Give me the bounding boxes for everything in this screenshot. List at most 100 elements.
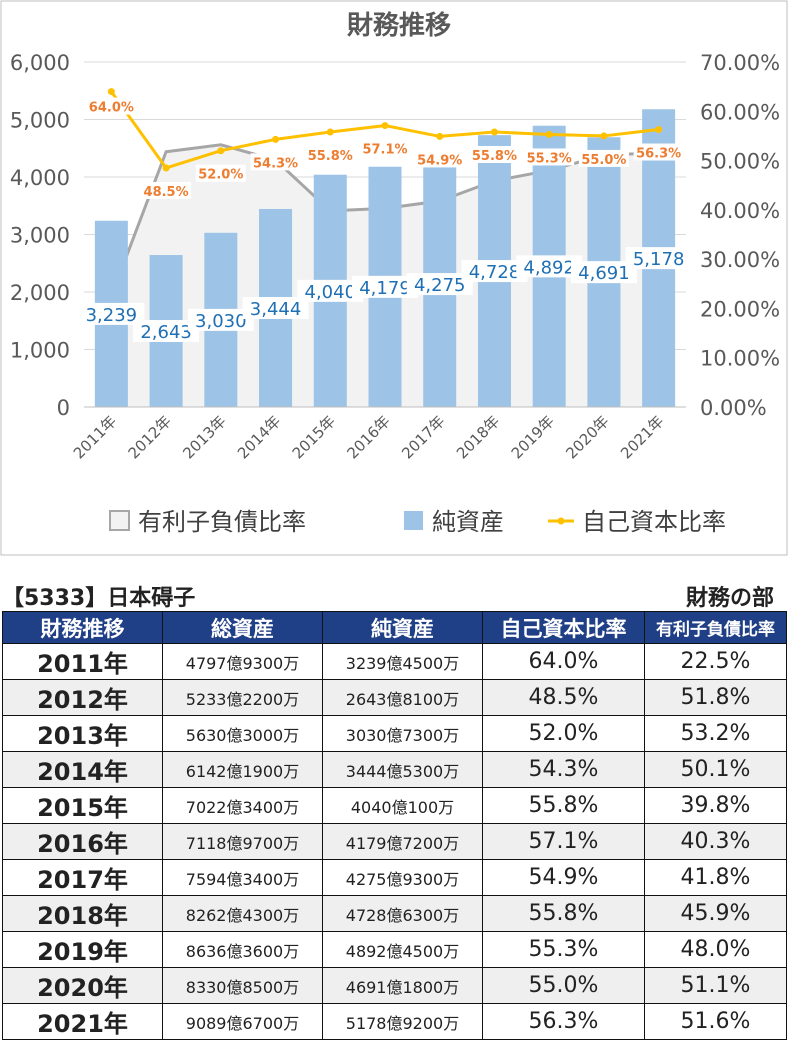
- left-axis-tick: 1,000: [10, 339, 70, 363]
- net-assets-data-label: 5,178: [633, 249, 685, 270]
- equity-ratio-point: [655, 126, 663, 134]
- right-axis-tick: 20.00%: [700, 297, 780, 321]
- cell-total-assets: 8330億8500万: [162, 967, 323, 1004]
- net-assets-data-label: 3,239: [86, 305, 138, 326]
- net-assets-label-bg: [352, 275, 418, 298]
- cell-equity-ratio: 64.0%: [482, 643, 645, 680]
- equity-ratio-point: [107, 88, 115, 96]
- cell-net-assets: 4040億100万: [322, 787, 483, 824]
- cell-total-assets: 6142億1900万: [162, 751, 323, 788]
- equity-ratio-data-label: 55.3%: [527, 151, 572, 166]
- net-assets-data-label: 3,444: [250, 299, 302, 320]
- equity-ratio-label-bg: [250, 153, 301, 171]
- cell-equity-ratio: 54.9%: [482, 859, 645, 896]
- cell-net-assets: 4179億7200万: [322, 823, 483, 860]
- header-debt-ratio: 有利子負債比率: [644, 611, 787, 644]
- cell-year: 2018年: [2, 895, 163, 932]
- legend-net-assets-label: 純資産: [432, 508, 504, 536]
- equity-ratio-point: [272, 135, 280, 143]
- net-assets-label-bg: [133, 320, 200, 343]
- cell-debt-ratio: 50.1%: [644, 751, 787, 788]
- cell-year: 2017年: [2, 859, 163, 896]
- cell-year: 2020年: [2, 967, 163, 1004]
- section-title: 財務の部: [685, 586, 774, 611]
- legend-net-assets-swatch: [404, 511, 423, 530]
- cell-year: 2019年: [2, 931, 163, 968]
- net-assets-data-label: 4,040: [305, 282, 357, 303]
- left-axis-tick: 3,000: [10, 224, 70, 248]
- left-axis-tick: 5,000: [10, 109, 70, 133]
- equity-ratio-point: [162, 164, 170, 172]
- equity-ratio-label-bg: [578, 149, 629, 167]
- left-axis-tick: 2,000: [10, 281, 70, 305]
- left-axis-tick: 4,000: [10, 166, 70, 190]
- cell-debt-ratio: 53.2%: [644, 715, 787, 752]
- financial-table: 財務推移 総資産 純資産 自己資本比率 有利子負債比率 2011年 4797億9…: [2, 611, 787, 1040]
- cell-total-assets: 5233億2200万: [162, 679, 323, 716]
- net-assets-label-bg: [570, 261, 637, 284]
- cell-debt-ratio: 48.0%: [644, 931, 787, 968]
- header-net-assets: 純資産: [322, 611, 483, 644]
- left-axis-tick: 0: [57, 396, 70, 420]
- equity-ratio-data-label: 55.8%: [472, 149, 517, 164]
- table-row: 2018年 8262億4300万 4728億6300万 55.8% 45.9%: [2, 895, 787, 932]
- cell-equity-ratio: 57.1%: [482, 823, 645, 860]
- cell-net-assets: 5178億9200万: [322, 1003, 483, 1040]
- right-axis-tick: 0.00%: [700, 396, 767, 420]
- chart-container: 財務推移 0 1,000 2,000 3,000 4,000 5,000 6,000 0.00%…: [0, 0, 788, 556]
- cell-equity-ratio: 56.3%: [482, 1003, 645, 1040]
- cell-total-assets: 8636億3600万: [162, 931, 323, 968]
- cell-year: 2012年: [2, 679, 163, 716]
- cell-debt-ratio: 51.8%: [644, 679, 787, 716]
- table-row: 2020年 8330億8500万 4691億1800万 55.0% 51.1%: [2, 967, 787, 1004]
- cell-year: 2013年: [2, 715, 163, 752]
- net-assets-label-bg: [187, 308, 254, 331]
- cell-debt-ratio: 40.3%: [644, 823, 787, 860]
- net-assets-data-label: 4,179: [359, 278, 411, 299]
- net-assets-data-label: 4,728: [469, 262, 521, 283]
- net-assets-data-label: 4,691: [578, 263, 630, 284]
- right-axis-tick: 10.00%: [700, 347, 780, 371]
- equity-ratio-data-label: 54.9%: [417, 153, 462, 168]
- cell-net-assets: 3239億4500万: [322, 643, 483, 680]
- header-equity-ratio: 自己資本比率: [482, 611, 645, 644]
- equity-ratio-data-label: 54.3%: [253, 156, 298, 171]
- cell-net-assets: 3444億5300万: [322, 751, 483, 788]
- legend-debt-ratio-swatch: [109, 510, 130, 531]
- net-assets-label-bg: [242, 296, 309, 319]
- cell-equity-ratio: 55.8%: [482, 787, 645, 824]
- equity-ratio-label-bg: [414, 150, 465, 168]
- right-axis-tick: 70.00%: [700, 51, 780, 75]
- net-assets-data-label: 4,275: [414, 275, 466, 296]
- cell-debt-ratio: 45.9%: [644, 895, 787, 932]
- cell-total-assets: 7594億3400万: [162, 859, 323, 896]
- equity-ratio-label-bg: [633, 143, 684, 161]
- table-row: 2017年 7594億3400万 4275億9300万 54.9% 41.8%: [2, 859, 787, 896]
- company-name: 【5333】日本碍子: [2, 586, 196, 611]
- cell-debt-ratio: 41.8%: [644, 859, 787, 896]
- table-row: 2019年 8636億3600万 4892億4500万 55.3% 48.0%: [2, 931, 787, 968]
- net-assets-label-bg: [78, 302, 145, 325]
- equity-ratio-data-label: 52.0%: [198, 168, 243, 183]
- right-axis-tick: 50.00%: [700, 150, 780, 174]
- cell-total-assets: 4797億9300万: [162, 643, 323, 680]
- cell-net-assets: 3030億7300万: [322, 715, 483, 752]
- table-row: 2011年 4797億9300万 3239億4500万 64.0% 22.5%: [2, 643, 787, 680]
- net-assets-data-label: 4,892: [523, 257, 575, 278]
- equity-ratio-label-bg: [195, 164, 246, 182]
- net-assets-label-bg: [461, 260, 528, 283]
- cell-debt-ratio: 22.5%: [644, 643, 787, 680]
- equity-ratio-data-label: 55.0%: [581, 153, 626, 168]
- cell-debt-ratio: 51.6%: [644, 1003, 787, 1040]
- cell-debt-ratio: 51.1%: [644, 967, 787, 1004]
- cell-net-assets: 4728億6300万: [322, 895, 483, 932]
- cell-total-assets: 7022億3400万: [162, 787, 323, 824]
- net-assets-label-bg: [625, 247, 692, 270]
- equity-ratio-label-bg: [141, 181, 192, 199]
- chart-title: 財務推移: [347, 11, 451, 41]
- equity-ratio-point: [217, 147, 225, 155]
- net-assets-label-bg: [516, 255, 583, 278]
- cell-net-assets: 4892億4500万: [322, 931, 483, 968]
- equity-ratio-label-bg: [305, 145, 356, 163]
- legend-equity-ratio-label: 自己資本比率: [582, 508, 726, 536]
